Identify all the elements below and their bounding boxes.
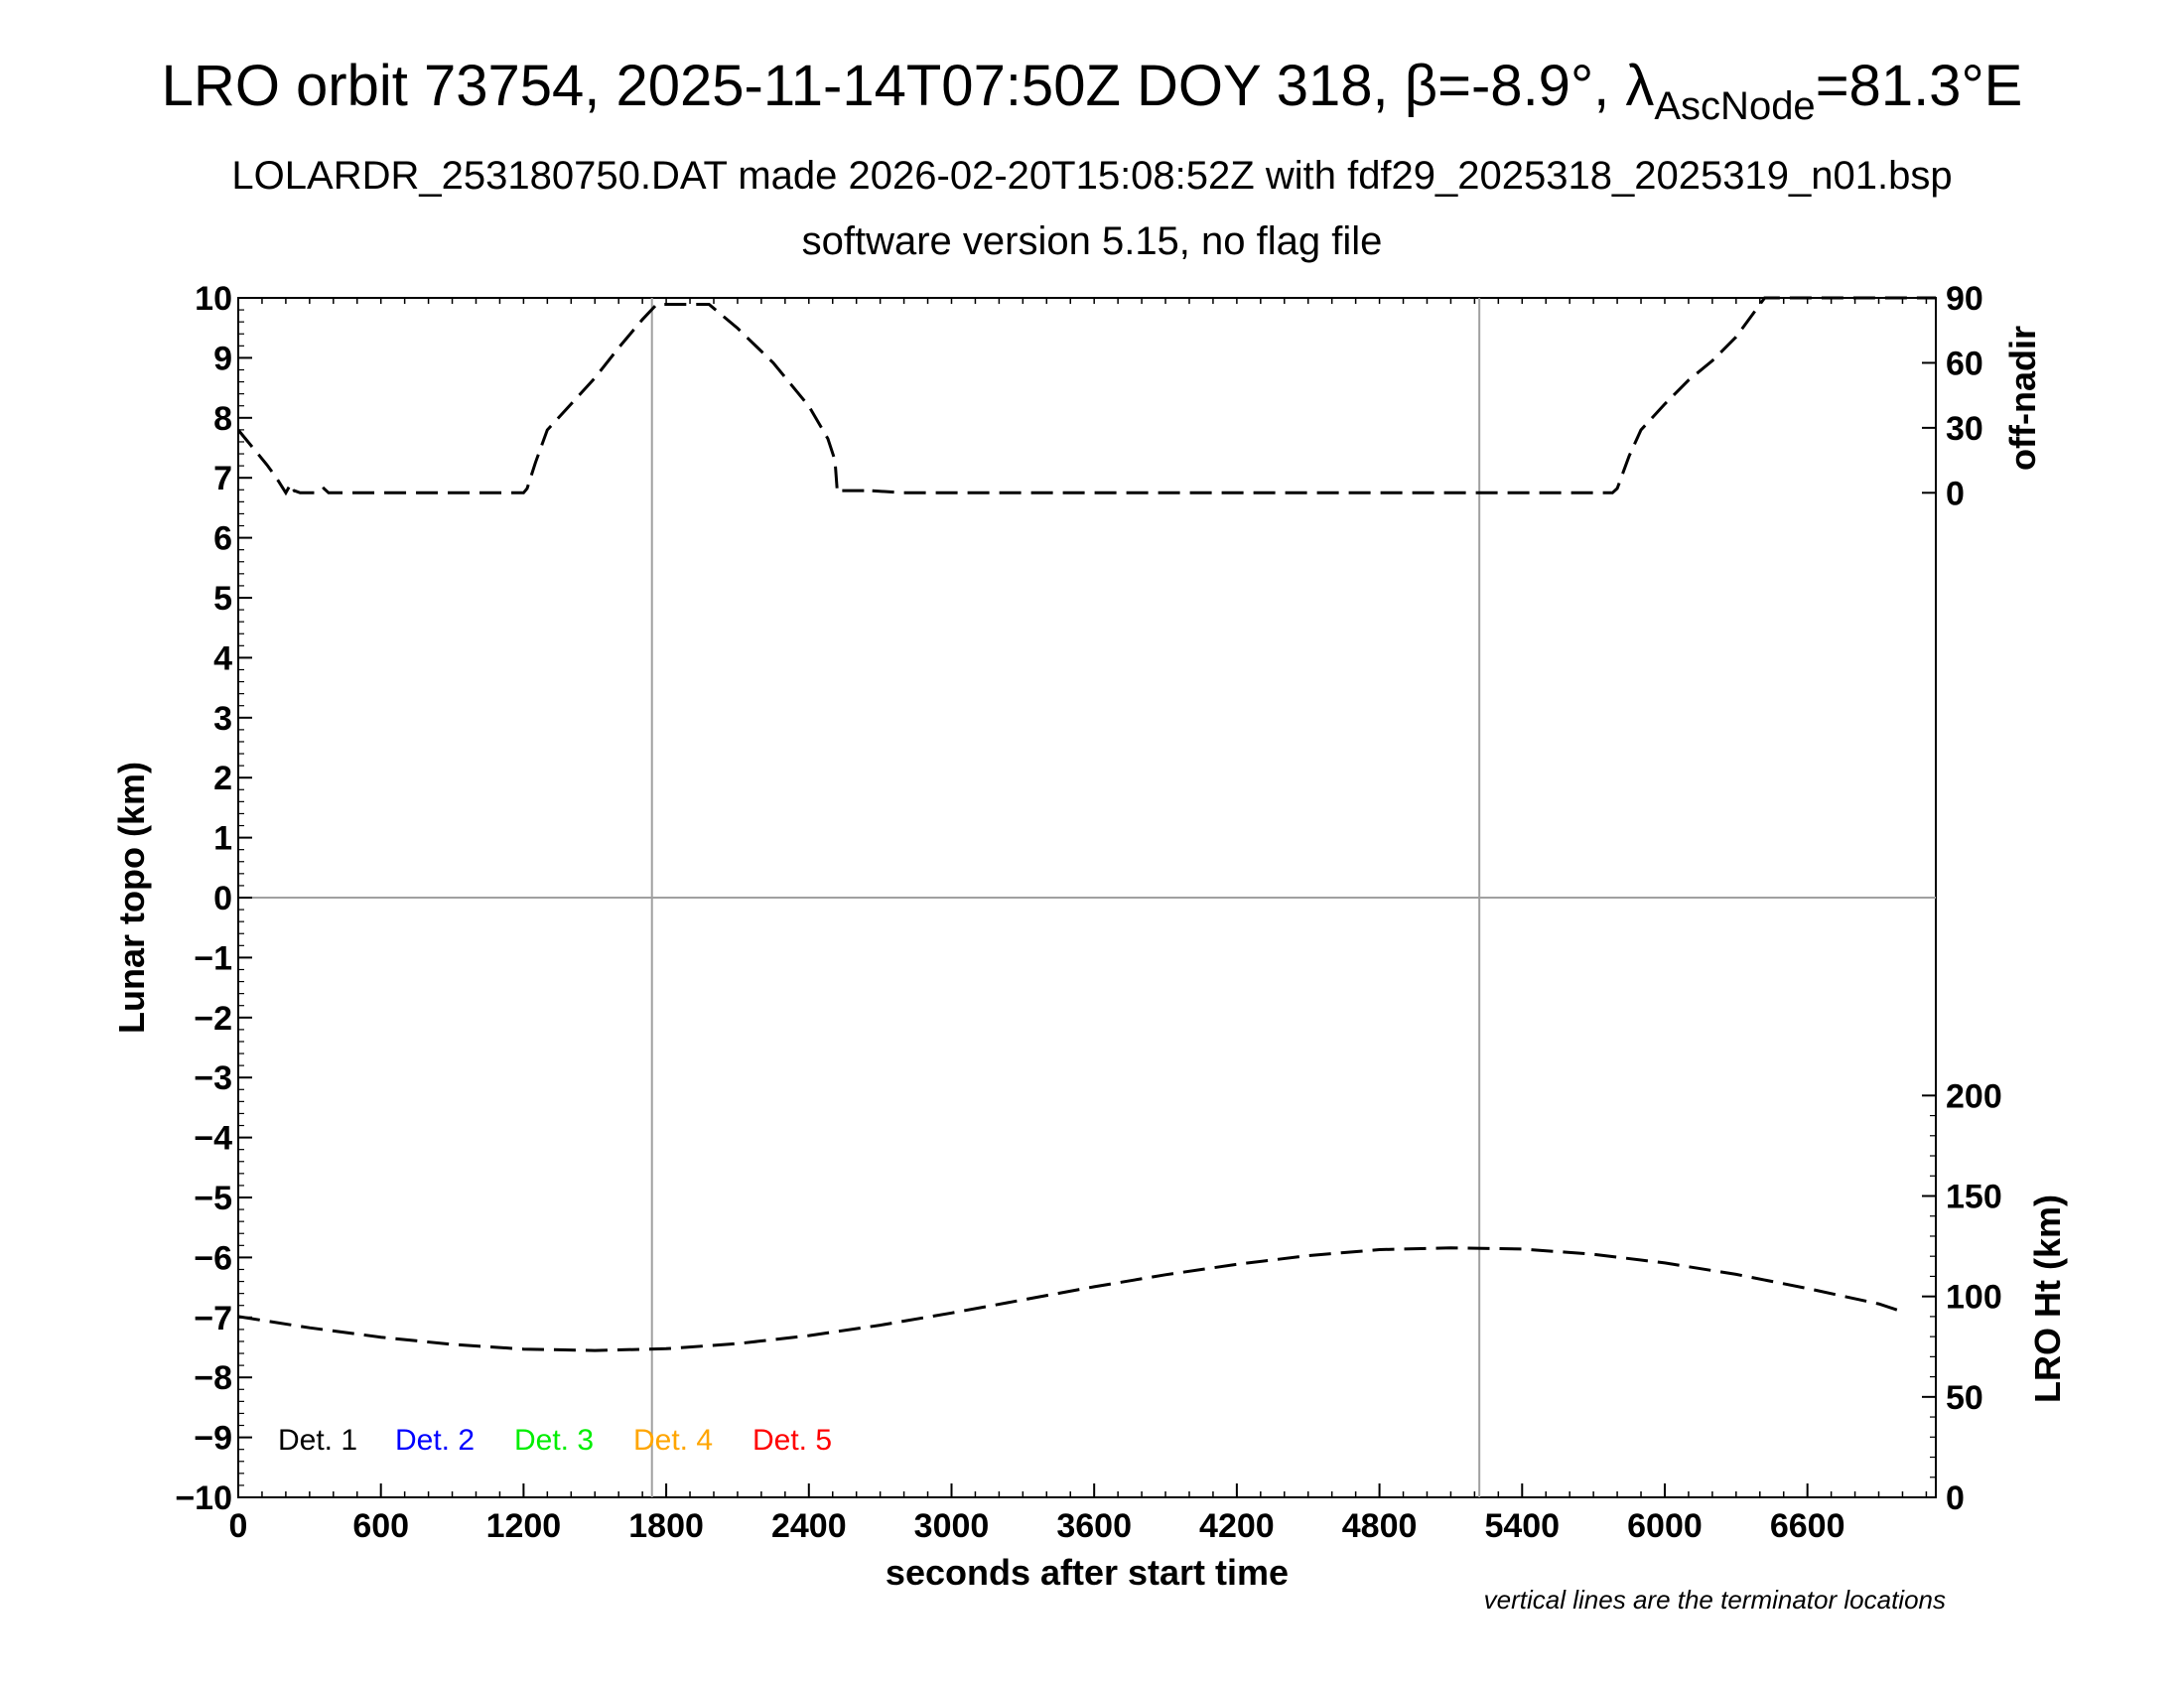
legend-item: Det. 1 (278, 1424, 357, 1457)
y-tick-label: 6 (213, 520, 232, 558)
y-tick-label: −3 (194, 1059, 232, 1097)
y-tick-label: −7 (194, 1300, 232, 1337)
y-tick-label: 8 (213, 400, 232, 438)
x-axis-label: seconds after start time (886, 1552, 1289, 1593)
y-axis-label-left: Lunar topo (km) (111, 762, 152, 1034)
height-tick-label: 200 (1946, 1077, 2002, 1115)
offnadir-tick-label: 30 (1946, 410, 1983, 448)
x-tick-label: 2400 (771, 1507, 847, 1545)
y-axis-label-offnadir: off-nadir (2002, 326, 2043, 471)
y-tick-label: 3 (213, 700, 232, 738)
y-tick-label: 0 (213, 880, 232, 917)
offnadir-tick-label: 60 (1946, 345, 1983, 382)
y-tick-label: −9 (194, 1420, 232, 1458)
y-tick-label: 2 (213, 760, 232, 797)
legend-item: Det. 4 (633, 1424, 713, 1457)
title-prefix: LRO orbit 73754, 2025-11-14T07:50Z DOY 3… (162, 54, 1405, 118)
y-tick-label: −1 (194, 939, 232, 977)
y-tick-label: −8 (194, 1359, 232, 1397)
x-tick-label: 3000 (914, 1507, 990, 1545)
legend: Det. 1 Det. 2 Det. 3 Det. 4 Det. 5 (278, 1424, 832, 1457)
x-tick-label: 0 (229, 1507, 248, 1545)
y-tick-label: 4 (213, 639, 232, 677)
y-tick-label: 7 (213, 460, 232, 497)
height-tick-label: 50 (1946, 1379, 1983, 1417)
height-series (237, 1246, 1903, 1352)
y-tick-label: 9 (213, 340, 232, 377)
height-tick-label: 150 (1946, 1178, 2002, 1215)
series-layer (236, 296, 1936, 1352)
y-tick-label: 10 (195, 280, 232, 318)
x-tick-label: 6600 (1770, 1507, 1845, 1545)
x-tick-label: 1200 (486, 1507, 562, 1545)
offnadir-series (236, 296, 1936, 496)
y-axis-label-height: LRO Ht (km) (2027, 1195, 2068, 1403)
offnadir-tick-label: 0 (1946, 475, 1965, 512)
subtitle-file: LOLARDR_253180750.DAT made 2026-02-20T15… (231, 154, 1952, 198)
grid-layer (238, 298, 1936, 1497)
y-tick-label: −2 (194, 1000, 232, 1038)
terminator-note: vertical lines are the terminator locati… (1484, 1585, 1946, 1615)
tick-layer: 0 600 1200 1800 2400 3000 3600 4200 4800 5400 6000… (175, 280, 2001, 1545)
x-tick-label: 1800 (628, 1507, 704, 1545)
y-tick-label: 5 (213, 580, 232, 618)
x-tick-label: 3600 (1056, 1507, 1132, 1545)
height-tick-label: 100 (1946, 1279, 2002, 1317)
y-tick-label: 1 (213, 820, 232, 858)
title-lambda-symbol: λ (1625, 54, 1654, 118)
legend-item: Det. 2 (395, 1424, 475, 1457)
offnadir-tick-label: 90 (1946, 280, 1983, 318)
legend-item: Det. 3 (514, 1424, 594, 1457)
x-tick-label: 5400 (1484, 1507, 1560, 1545)
height-tick-label: 0 (1946, 1479, 1965, 1517)
x-tick-label: 4800 (1342, 1507, 1418, 1545)
y-tick-label: −5 (194, 1180, 232, 1217)
title-beta-value: =-8.9°, (1437, 54, 1625, 118)
chart-title: LRO orbit 73754, 2025-11-14T07:50Z DOY 3… (162, 54, 2023, 128)
title-beta-symbol: β (1405, 54, 1437, 118)
y-tick-label: −4 (194, 1120, 232, 1158)
x-tick-label: 600 (352, 1507, 409, 1545)
x-tick-label: 6000 (1627, 1507, 1703, 1545)
legend-item: Det. 5 (752, 1424, 832, 1457)
title-lambda-subscript: AscNode (1654, 84, 1815, 128)
subtitle-software: software version 5.15, no flag file (802, 219, 1383, 263)
y-tick-label: −10 (175, 1479, 232, 1517)
x-tick-label: 4200 (1199, 1507, 1275, 1545)
title-lambda-value: =81.3°E (1816, 54, 2023, 118)
y-tick-label: −6 (194, 1239, 232, 1277)
